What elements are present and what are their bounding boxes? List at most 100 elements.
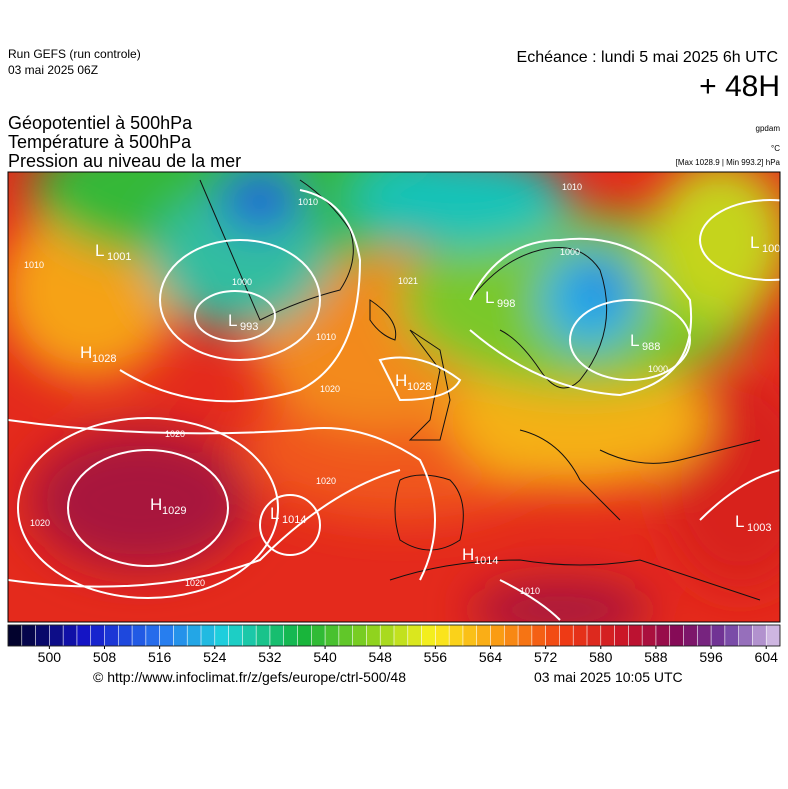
center-letter: L (228, 311, 237, 330)
center-letter: H (395, 371, 407, 390)
center-value: 1028 (407, 381, 431, 393)
colorbar-swatch (297, 624, 312, 647)
colorbar-swatch (572, 624, 588, 647)
colorbar-swatch (186, 624, 202, 647)
isobar-label: 1010 (24, 260, 44, 270)
colorbar-swatch (655, 624, 671, 647)
isobar-label: 1000 (560, 247, 580, 257)
colorbar-swatch (448, 624, 464, 647)
colorbar-swatch (352, 624, 368, 647)
center-letter: L (735, 512, 744, 531)
colorbar-tick-label: 604 (755, 649, 779, 665)
colorbar-swatch (49, 624, 64, 647)
colorbar-swatch (641, 624, 657, 647)
colorbar-swatch (531, 624, 547, 647)
isobar-label: 1010 (562, 182, 582, 192)
colorbar-tick-label: 564 (479, 649, 503, 665)
unit-label: gpdam (756, 124, 781, 133)
colorbar-tick-label: 524 (203, 649, 227, 665)
colorbar-tick-label: 532 (258, 649, 282, 665)
isobar-label: 1000 (648, 364, 668, 374)
center-letter: H (80, 343, 92, 362)
colorbar-swatch (62, 624, 78, 647)
colorbar-swatch (214, 624, 230, 647)
isobar-label: 1020 (165, 429, 185, 439)
center-letter: L (750, 233, 759, 252)
colorbar-swatch (104, 624, 119, 647)
colorbar-tick-label: 540 (313, 649, 337, 665)
colorbar-swatch (600, 624, 616, 647)
colorbar: 500 508 516 524 532 540 548 556 564 572 580 588 596 6… (7, 624, 781, 665)
colorbar-swatch (366, 624, 381, 647)
colorbar-swatch (738, 624, 754, 647)
colorbar-swatch (435, 624, 450, 647)
colorbar-swatch (710, 624, 726, 647)
colorbar-swatch (765, 624, 781, 647)
colorbar-tick-label: 516 (148, 649, 172, 665)
colorbar-swatch (614, 624, 629, 647)
colorbar-tick-label: 500 (38, 649, 62, 665)
isobar-label: 1020 (316, 476, 336, 486)
colorbar-swatch (462, 624, 478, 647)
center-value: 1002 (762, 243, 786, 255)
colorbar-swatch (200, 624, 216, 647)
lead-time: + 48H (699, 70, 780, 103)
colorbar-swatch (752, 624, 767, 647)
colorbar-frame (7, 624, 781, 647)
colorbar-swatch (76, 624, 92, 647)
center-letter: H (150, 495, 162, 514)
colorbar-swatch (255, 624, 271, 647)
colorbar-swatch (421, 624, 436, 647)
colorbar-swatch (393, 624, 409, 647)
isobar-label: 1021 (398, 276, 418, 286)
colorbar-swatch (545, 624, 561, 647)
colorbar-tick-label: 596 (699, 649, 723, 665)
isobar-label: 1020 (185, 578, 205, 588)
colorbar-swatch (586, 624, 602, 647)
center-letter: H (462, 545, 474, 564)
colorbar-tick-label: 548 (369, 649, 393, 665)
colorbar-swatch (476, 624, 492, 647)
center-letter: L (270, 504, 279, 523)
coastlines (199, 179, 761, 601)
colorbar-swatch (21, 624, 37, 647)
colorbar-swatch (324, 624, 340, 647)
isobar-label: 1020 (320, 384, 340, 394)
center-value: 1028 (92, 353, 116, 365)
colorbar-tick-label: 572 (534, 649, 558, 665)
colorbar-tick-label: 508 (93, 649, 117, 665)
center-value: 988 (642, 341, 660, 353)
source-url: © http://www.infoclimat.fr/z/gefs/europe… (93, 669, 406, 685)
colorbar-swatch (90, 624, 106, 647)
colorbar-tick-label: 580 (589, 649, 613, 665)
center-value: 993 (240, 321, 258, 333)
pressure-range: [Max 1028.9 | Min 993.2] hPa (676, 158, 781, 167)
isobar-label: 1010 (298, 197, 318, 207)
unit-label: °C (771, 144, 780, 153)
colorbar-swatch (173, 624, 188, 647)
center-value: 1001 (107, 251, 131, 263)
colorbar-swatch (669, 624, 685, 647)
colorbar-swatch (517, 624, 533, 647)
center-letter: L (95, 241, 104, 260)
isobar-label: 1010 (316, 332, 336, 342)
center-value: 1014 (474, 555, 498, 567)
colorbar-tick-label: 556 (424, 649, 448, 665)
colorbar-swatch (242, 624, 257, 647)
colorbar-swatch (310, 624, 326, 647)
colorbar-swatch (490, 624, 505, 647)
run-label: Run GEFS (run controle) (8, 47, 141, 61)
colorbar-swatch (269, 624, 285, 647)
title-line: Température à 500hPa (8, 132, 192, 152)
center-value: 1003 (747, 522, 771, 534)
colorbar-swatch (407, 624, 423, 647)
colorbar-swatch (503, 624, 519, 647)
colorbar-swatch (559, 624, 574, 647)
isobars (8, 189, 780, 621)
colorbar-swatch (228, 624, 243, 647)
colorbar-swatch (35, 624, 50, 647)
run-date: 03 mai 2025 06Z (8, 63, 98, 77)
map-frame (7, 171, 781, 623)
colorbar-swatch (145, 624, 161, 647)
